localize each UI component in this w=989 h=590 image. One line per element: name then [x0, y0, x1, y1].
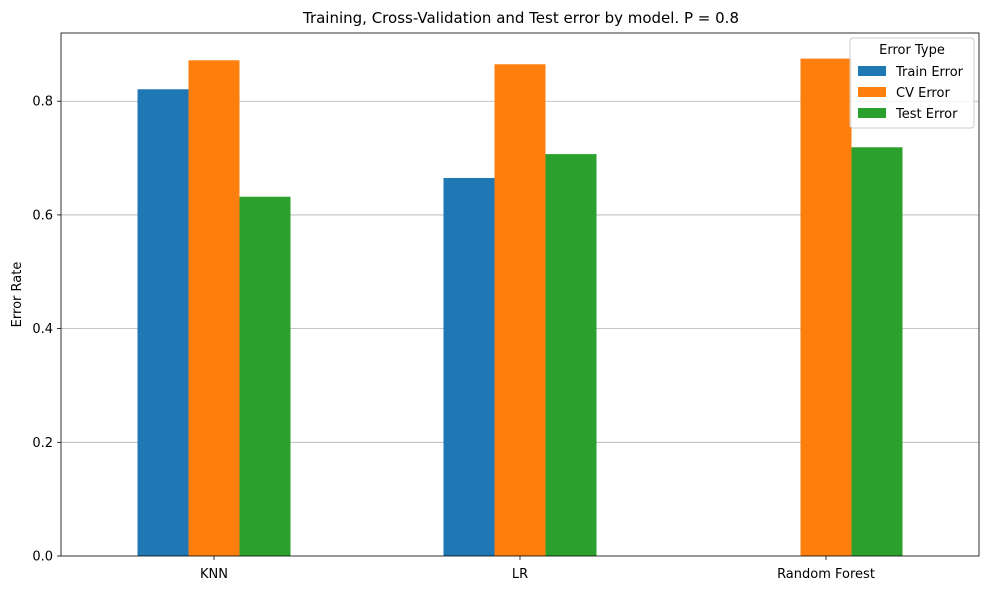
tick-labels: 0.0 0.2 0.4 0.6 0.8 KNN LR Random Forest: [32, 95, 875, 582]
bar: [239, 196, 291, 556]
bar: [494, 64, 546, 557]
y-tick-label: 0.6: [32, 208, 53, 223]
y-axis-label: Error Rate: [10, 262, 25, 328]
legend-box: [849, 37, 975, 129]
bar: [443, 177, 495, 556]
x-tick-label: KNN: [200, 567, 228, 582]
legend-swatch: [858, 87, 886, 97]
legend-label: CV Error: [896, 86, 950, 101]
chart-title: Training, Cross-Validation and Test erro…: [302, 9, 739, 27]
y-tick-label: 0.0: [32, 550, 53, 565]
legend-swatch: [858, 108, 886, 118]
plot-frame: [60, 32, 980, 557]
axes: [57, 32, 980, 560]
x-tick-label: Random Forest: [777, 567, 875, 582]
bars: [137, 58, 903, 557]
bar: [137, 89, 189, 556]
x-tick-label: LR: [512, 567, 528, 582]
legend-title: Error Type: [879, 43, 945, 58]
y-tick-label: 0.4: [32, 322, 53, 337]
y-tick-label: 0.2: [32, 436, 53, 451]
legend-label: Test Error: [895, 107, 958, 122]
legend: Error Type Train Error CV Error Test Error: [849, 37, 975, 129]
y-tick-label: 0.8: [32, 95, 53, 110]
bar: [851, 147, 903, 556]
legend-swatch: [858, 66, 886, 76]
bar: [800, 58, 852, 557]
bar: [545, 154, 597, 556]
bar: [188, 60, 240, 556]
legend-items: Train Error CV Error Test Error: [858, 65, 964, 122]
legend-label: Train Error: [895, 65, 964, 80]
